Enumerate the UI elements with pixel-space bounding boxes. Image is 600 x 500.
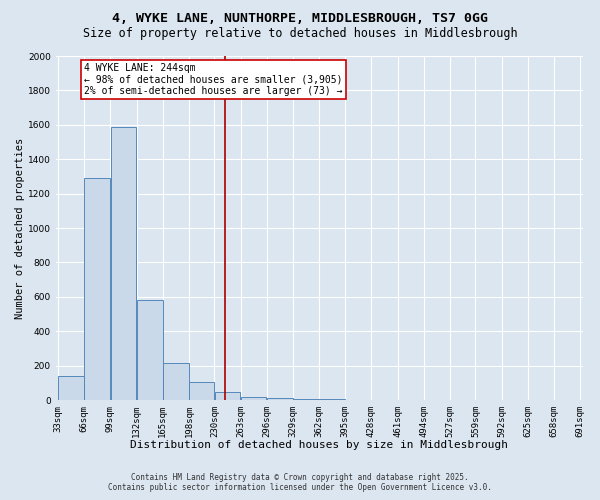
Bar: [163, 363, 189, 400]
Bar: [215, 392, 240, 400]
Bar: [267, 398, 293, 400]
Bar: [110, 126, 136, 400]
Text: Size of property relative to detached houses in Middlesbrough: Size of property relative to detached ho…: [83, 28, 517, 40]
Y-axis label: Number of detached properties: Number of detached properties: [15, 138, 25, 318]
Bar: [137, 300, 163, 400]
Bar: [241, 396, 266, 400]
Bar: [85, 178, 110, 400]
Bar: [189, 382, 214, 400]
Text: Contains HM Land Registry data © Crown copyright and database right 2025.
Contai: Contains HM Land Registry data © Crown c…: [108, 473, 492, 492]
Text: 4, WYKE LANE, NUNTHORPE, MIDDLESBROUGH, TS7 0GG: 4, WYKE LANE, NUNTHORPE, MIDDLESBROUGH, …: [112, 12, 488, 26]
X-axis label: Distribution of detached houses by size in Middlesbrough: Distribution of detached houses by size …: [130, 440, 508, 450]
Text: 4 WYKE LANE: 244sqm
← 98% of detached houses are smaller (3,905)
2% of semi-deta: 4 WYKE LANE: 244sqm ← 98% of detached ho…: [84, 63, 343, 96]
Bar: [58, 376, 84, 400]
